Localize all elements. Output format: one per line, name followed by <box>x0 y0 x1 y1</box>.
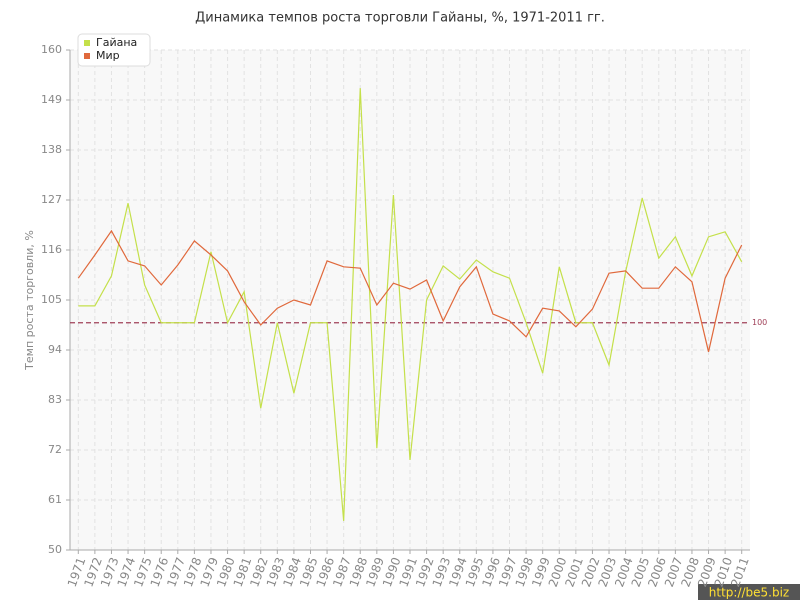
chart-title: Динамика темпов роста торговли Гайаны, %… <box>195 11 605 26</box>
legend-label: Мир <box>96 49 120 62</box>
series-line <box>78 88 743 521</box>
y-tick-label: 72 <box>48 443 62 456</box>
y-tick-label: 105 <box>41 293 62 306</box>
y-tick-label: 94 <box>48 343 62 356</box>
legend-box <box>77 33 151 67</box>
y-axis-label: Темп роста торговли, % <box>23 230 36 371</box>
legend-swatch <box>84 40 90 46</box>
watermark: http://be5.biz <box>709 586 789 600</box>
y-tick-label: 138 <box>41 143 62 156</box>
y-tick-label: 50 <box>48 543 62 556</box>
series-line <box>77 229 743 352</box>
legend-label: Гайана <box>96 36 137 49</box>
y-tick-label: 116 <box>41 243 62 256</box>
legend-swatch <box>84 53 90 59</box>
y-tick-label: 127 <box>41 193 62 206</box>
reference-label: 100 <box>752 318 767 327</box>
y-tick-label: 160 <box>41 43 62 56</box>
y-tick-label: 61 <box>48 493 62 506</box>
watermark-box <box>698 584 800 600</box>
y-tick-label: 149 <box>41 93 62 106</box>
y-tick-label: 83 <box>48 393 62 406</box>
